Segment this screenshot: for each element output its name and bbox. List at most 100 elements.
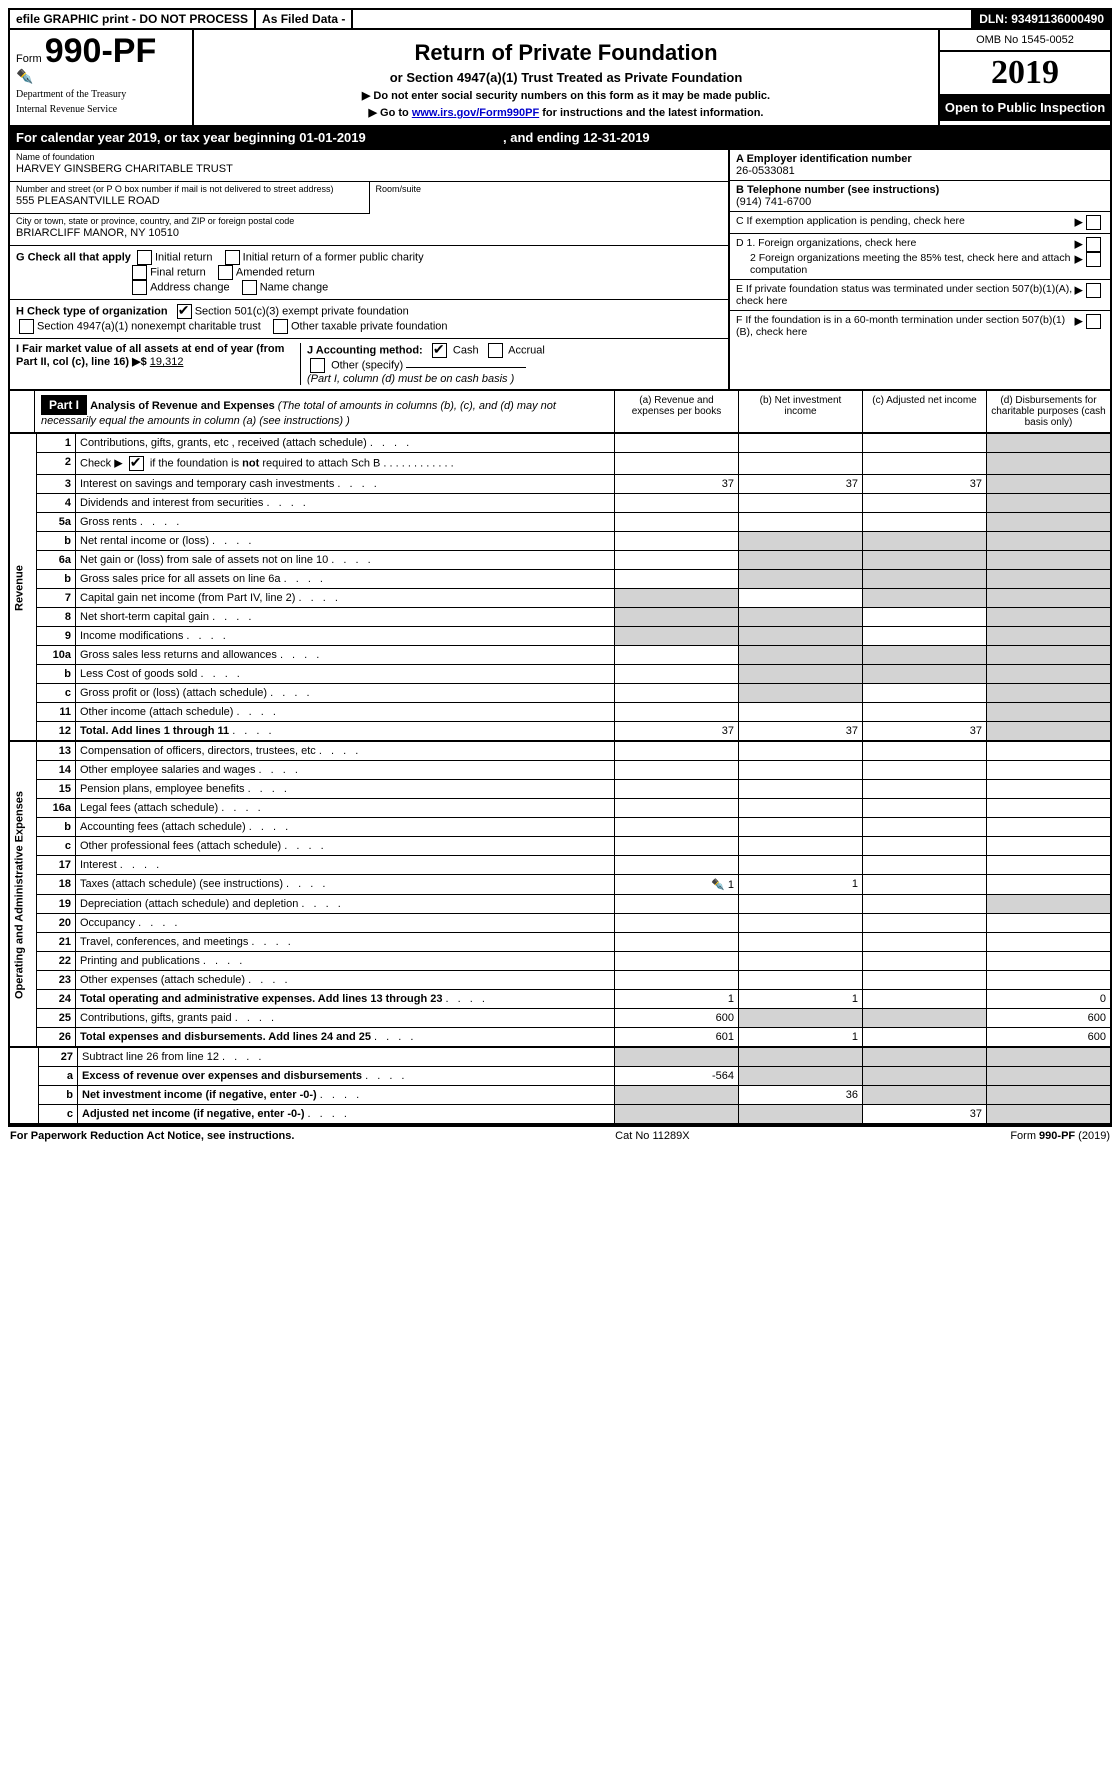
d2-checkbox[interactable] bbox=[1086, 252, 1101, 267]
cell-d bbox=[987, 971, 1112, 990]
cell-d bbox=[987, 627, 1112, 646]
table-row: cAdjusted net income (if negative, enter… bbox=[9, 1105, 1111, 1125]
line-number: 11 bbox=[37, 703, 76, 722]
cell-b bbox=[739, 837, 863, 856]
f-checkbox[interactable] bbox=[1086, 314, 1101, 329]
footer-left: For Paperwork Reduction Act Notice, see … bbox=[10, 1130, 294, 1142]
address-change-checkbox[interactable] bbox=[132, 280, 147, 295]
line-desc: Interest . . . . bbox=[76, 856, 615, 875]
table-row: bNet investment income (if negative, ent… bbox=[9, 1086, 1111, 1105]
line-number: 5a bbox=[37, 513, 76, 532]
d1-checkbox[interactable] bbox=[1086, 237, 1101, 252]
cell-d bbox=[987, 494, 1112, 513]
cell-c bbox=[863, 875, 987, 895]
cell-a bbox=[615, 494, 739, 513]
line-desc: Gross sales less returns and allowances … bbox=[76, 646, 615, 665]
cell-a: 37 bbox=[615, 475, 739, 494]
form-number: 990-PF bbox=[45, 32, 157, 70]
form-label: Form bbox=[16, 53, 42, 65]
c-checkbox[interactable] bbox=[1086, 215, 1101, 230]
cell-a bbox=[615, 646, 739, 665]
cell-c bbox=[863, 895, 987, 914]
cell-b bbox=[739, 434, 863, 453]
cell-b bbox=[739, 453, 863, 475]
cell-b: 37 bbox=[739, 475, 863, 494]
g-check-row: G Check all that apply Initial return In… bbox=[10, 246, 728, 300]
cell-c bbox=[863, 434, 987, 453]
cell-b bbox=[739, 933, 863, 952]
cell-c bbox=[863, 933, 987, 952]
cell-c bbox=[863, 684, 987, 703]
line-number: 23 bbox=[37, 971, 76, 990]
cell-d bbox=[987, 837, 1112, 856]
cell-d bbox=[987, 608, 1112, 627]
cell-a bbox=[615, 532, 739, 551]
room-cell: Room/suite bbox=[369, 182, 729, 214]
line-number: 9 bbox=[37, 627, 76, 646]
line-number: 20 bbox=[37, 914, 76, 933]
line-desc: Check ▶ if the foundation is not require… bbox=[76, 453, 615, 475]
4947a1-checkbox[interactable] bbox=[19, 319, 34, 334]
table-row: 4Dividends and interest from securities … bbox=[9, 494, 1111, 513]
final-return-checkbox[interactable] bbox=[132, 265, 147, 280]
table-row: cOther professional fees (attach schedul… bbox=[9, 837, 1111, 856]
cell-d bbox=[987, 434, 1112, 453]
line-desc: Gross rents . . . . bbox=[76, 513, 615, 532]
cell-b bbox=[739, 684, 863, 703]
top-bar: efile GRAPHIC print - DO NOT PROCESS As … bbox=[8, 8, 1112, 30]
cell-d bbox=[987, 703, 1112, 722]
line-number: b bbox=[37, 570, 76, 589]
line-desc: Net short-term capital gain . . . . bbox=[76, 608, 615, 627]
line-desc: Less Cost of goods sold . . . . bbox=[76, 665, 615, 684]
cell-d: 600 bbox=[987, 1028, 1112, 1048]
line-number: 17 bbox=[37, 856, 76, 875]
initial-return-checkbox[interactable] bbox=[137, 250, 152, 265]
cell-b bbox=[739, 1105, 863, 1125]
cell-d: 0 bbox=[987, 990, 1112, 1009]
irs-link[interactable]: www.irs.gov/Form990PF bbox=[412, 107, 539, 119]
cell-d bbox=[987, 665, 1112, 684]
end-date: 12-31-2019 bbox=[583, 130, 650, 145]
calendar-year-row: For calendar year 2019, or tax year begi… bbox=[8, 127, 1112, 150]
name-change-checkbox[interactable] bbox=[242, 280, 257, 295]
former-public-charity-checkbox[interactable] bbox=[225, 250, 240, 265]
other-taxable-checkbox[interactable] bbox=[273, 319, 288, 334]
fmv-value: 19,312 bbox=[150, 356, 184, 368]
line-number: 14 bbox=[37, 761, 76, 780]
line-desc: Taxes (attach schedule) (see instruction… bbox=[76, 875, 615, 895]
tel-cell: B Telephone number (see instructions) (9… bbox=[730, 181, 1110, 212]
amended-return-checkbox[interactable] bbox=[218, 265, 233, 280]
accrual-checkbox[interactable] bbox=[488, 343, 503, 358]
line-desc: Pension plans, employee benefits . . . . bbox=[76, 780, 615, 799]
line-number: a bbox=[39, 1067, 78, 1086]
ein-value: 26-0533081 bbox=[736, 165, 795, 177]
part1-header-row: Part I Analysis of Revenue and Expenses … bbox=[8, 391, 1112, 434]
cell-c bbox=[863, 856, 987, 875]
cell-b bbox=[739, 608, 863, 627]
cash-checkbox[interactable] bbox=[432, 343, 447, 358]
cell-b bbox=[739, 742, 863, 761]
e-checkbox[interactable] bbox=[1086, 283, 1101, 298]
line-desc: Net investment income (if negative, ente… bbox=[78, 1086, 615, 1105]
line-desc: Occupancy . . . . bbox=[76, 914, 615, 933]
line-number: 27 bbox=[39, 1048, 78, 1067]
cell-c bbox=[863, 1086, 987, 1105]
501c3-checkbox[interactable] bbox=[177, 304, 192, 319]
cell-a bbox=[615, 895, 739, 914]
header-left: Form 990-PF ✒️ Department of the Treasur… bbox=[10, 30, 194, 125]
table-row: 20Occupancy . . . . bbox=[9, 914, 1111, 933]
line-desc: Gross profit or (loss) (attach schedule)… bbox=[76, 684, 615, 703]
line-desc: Other income (attach schedule) . . . . bbox=[76, 703, 615, 722]
table-row: 22Printing and publications . . . . bbox=[9, 952, 1111, 971]
cell-d bbox=[987, 722, 1112, 742]
cell-a bbox=[615, 914, 739, 933]
cell-a bbox=[615, 933, 739, 952]
revenue-table: Revenue1Contributions, gifts, grants, et… bbox=[8, 434, 1112, 742]
other-method-checkbox[interactable] bbox=[310, 358, 325, 373]
dln-value: 93491136000490 bbox=[1011, 12, 1104, 26]
instructions-link-row: ▶ Go to www.irs.gov/Form990PF for instru… bbox=[200, 106, 932, 119]
i-j-row: I Fair market value of all assets at end… bbox=[10, 339, 728, 389]
cell-a bbox=[615, 551, 739, 570]
line-desc: Compensation of officers, directors, tru… bbox=[76, 742, 615, 761]
table-row: 16aLegal fees (attach schedule) . . . . bbox=[9, 799, 1111, 818]
